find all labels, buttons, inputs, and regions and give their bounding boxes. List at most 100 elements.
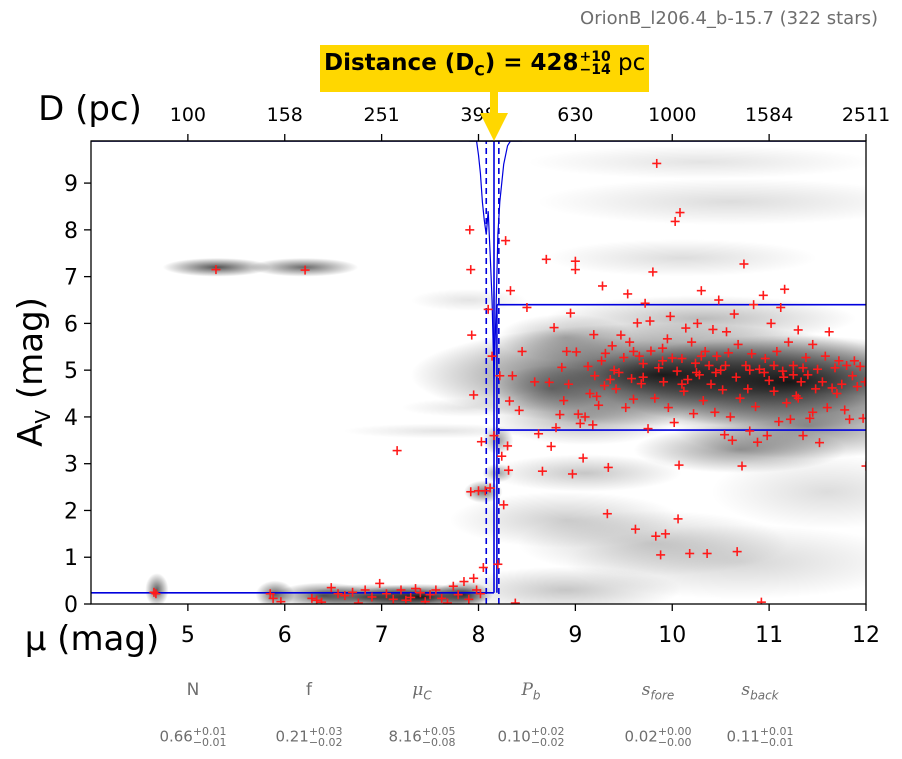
star-marker [605,375,615,385]
x-tick-label: 11 [755,623,783,648]
param-subscript: back [750,688,779,703]
density-blob [249,257,359,277]
y-tick-label: 9 [64,172,78,197]
star-marker [573,409,583,419]
distance-unit: pc [618,50,646,76]
star-marker [858,413,866,423]
star-marker [570,256,580,266]
density-blob [145,573,169,604]
param-value: 0.11 +0.01 −0.01 [705,726,815,748]
star-marker [681,323,691,333]
star-marker [675,208,685,218]
param-label: f [259,680,359,700]
star-marker [580,412,590,422]
y-tick-label: 7 [64,266,78,291]
star-marker [788,370,798,380]
param-name: N [186,680,200,700]
param-err-up: +0.01 [759,725,794,738]
y-tick-label: 1 [64,546,78,571]
param-name: f [306,680,312,700]
star-marker [732,547,742,557]
star-marker [685,548,695,558]
star-marker [503,441,513,451]
star-marker [650,393,660,403]
star-marker [466,265,476,275]
star-marker [663,403,673,413]
star-marker [793,325,803,335]
distance-subscript: C [474,63,485,80]
star-marker [796,377,806,387]
star-marker [501,236,511,246]
density-blob [711,454,866,530]
star-marker [784,337,793,347]
density-blob [488,454,682,492]
star-marker [720,430,730,440]
param-label: μC [372,680,472,702]
star-marker [652,158,662,168]
star-marker [340,591,350,601]
star-marker [578,453,588,463]
star-marker [769,386,779,396]
top-tick-label: 100 [170,104,206,126]
star-marker [443,598,452,604]
star-marker [779,372,789,382]
star-marker [756,597,766,604]
param-median: 8.16 [388,727,422,746]
star-marker [706,379,716,389]
star-marker [651,531,661,541]
star-marker [514,405,524,415]
star-marker [599,381,609,391]
star-marker [646,346,656,356]
y-tick-label: 2 [64,499,78,524]
star-marker [721,360,731,370]
param-subscript: C [423,688,432,703]
star-marker [667,353,677,363]
star-marker [625,337,635,347]
star-marker [504,465,514,475]
star-marker [632,318,642,328]
star-marker [754,364,764,374]
param-errors: +0.00 −0.00 [658,726,692,748]
star-marker [537,466,547,476]
star-marker [772,346,782,356]
param-errors: +0.05 −0.08 [422,726,456,748]
star-marker [634,351,644,361]
star-marker [497,451,507,461]
star-marker [704,360,714,370]
top-tick-label: 251 [363,104,399,126]
star-marker [745,426,755,436]
star-marker [725,412,735,422]
star-marker [722,327,731,337]
star-marker [861,461,866,471]
star-marker [822,403,832,413]
star-marker [627,374,637,384]
star-marker [845,414,855,424]
star-marker [842,360,852,370]
param-err-up: +0.00 [657,725,692,738]
y-axis-label: AV (mag) [11,297,55,447]
star-marker [505,286,515,296]
param-median: 0.10 [497,727,531,746]
star-marker [265,589,275,599]
star-marker [716,365,726,375]
star-marker [860,377,866,387]
star-marker [425,590,435,600]
param-value: 8.16 +0.05 −0.08 [367,726,477,748]
star-marker [727,435,737,445]
star-marker [749,300,759,310]
param-value: 0.21 +0.03 −0.02 [254,726,364,748]
star-marker [619,353,629,363]
density-heatmap [145,145,866,604]
param-value: 0.10 +0.02 −0.02 [476,726,586,748]
star-marker [555,410,565,420]
star-marker [837,379,847,389]
star-marker [411,584,421,594]
star-marker [832,389,842,399]
star-marker [616,330,626,340]
x-tick-label: 12 [852,623,880,648]
star-marker [700,346,710,356]
star-marker [691,358,700,368]
param-label: Pb [481,680,581,702]
star-marker [467,330,477,340]
top-axis-label: D (pc) [38,89,142,129]
